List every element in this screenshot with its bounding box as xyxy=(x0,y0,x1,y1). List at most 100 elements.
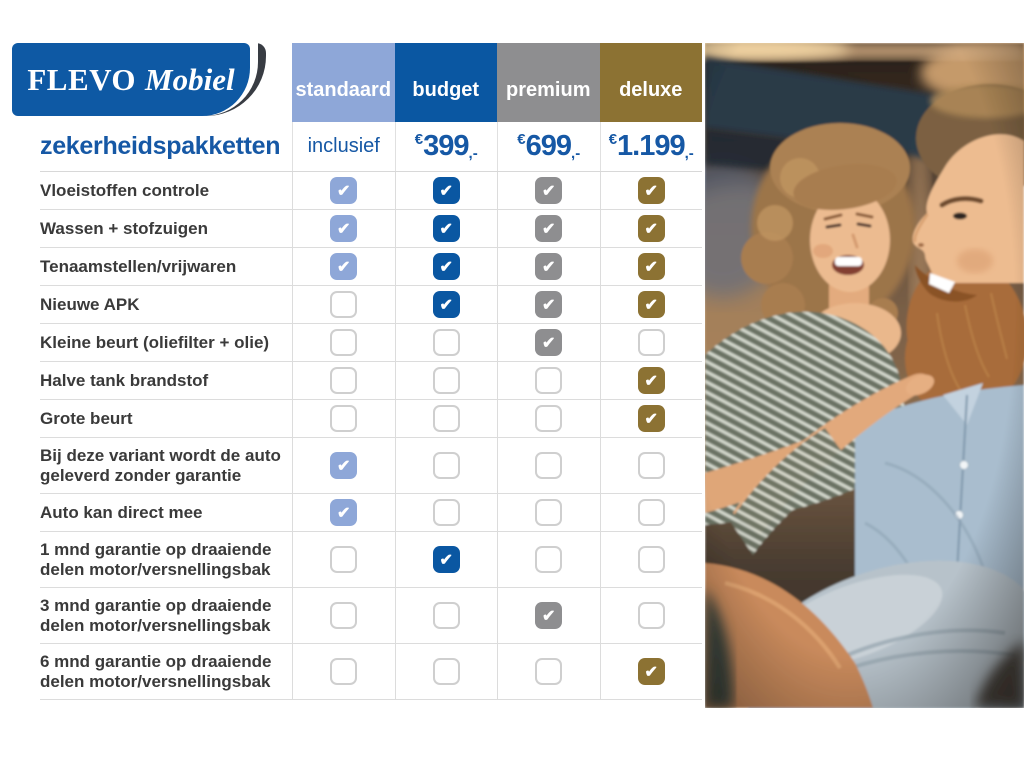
check-cell-budget xyxy=(394,324,498,361)
checkbox-premium-row6[interactable] xyxy=(535,367,563,394)
couple-in-car-photo xyxy=(705,43,1024,708)
check-cell-premium: ✔ xyxy=(497,248,600,285)
checkbox-deluxe-row11[interactable] xyxy=(637,602,665,629)
check-cell-budget: ✔ xyxy=(394,532,498,587)
table-row: Auto kan direct mee ✔ xyxy=(40,494,702,532)
row-label: Wassen + stofzuigen xyxy=(40,218,208,238)
check-cell-premium xyxy=(497,644,600,699)
column-header-standaard: standaard xyxy=(292,43,395,122)
checkbox-premium-row11[interactable]: ✔ xyxy=(535,602,563,629)
logo-box: FLEVO Mobiel xyxy=(12,43,250,116)
check-cell-premium: ✔ xyxy=(497,588,600,643)
check-cell-deluxe: ✔ xyxy=(599,362,703,399)
checkbox-deluxe-row8[interactable] xyxy=(637,452,665,479)
check-cell-budget xyxy=(394,644,498,699)
checkbox-standaard-row8[interactable]: ✔ xyxy=(330,452,358,479)
checkbox-premium-row5[interactable]: ✔ xyxy=(535,329,563,356)
check-cell-standaard xyxy=(292,588,395,643)
checkbox-deluxe-row9[interactable] xyxy=(637,499,665,526)
check-cell-deluxe: ✔ xyxy=(599,172,703,209)
check-cell-deluxe xyxy=(599,324,703,361)
checkbox-budget-row3[interactable]: ✔ xyxy=(432,253,460,280)
checkbox-standaard-row10[interactable] xyxy=(330,546,358,573)
check-cell-deluxe: ✔ xyxy=(599,210,703,247)
checkbox-budget-row1[interactable]: ✔ xyxy=(432,177,460,204)
check-cell-premium: ✔ xyxy=(497,210,600,247)
check-cell-budget: ✔ xyxy=(394,172,498,209)
row-label: Tenaamstellen/vrijwaren xyxy=(40,256,237,276)
checkbox-deluxe-row12[interactable]: ✔ xyxy=(637,658,665,685)
checkbox-deluxe-row1[interactable]: ✔ xyxy=(637,177,665,204)
checkbox-premium-row12[interactable] xyxy=(535,658,563,685)
checkbox-standaard-row4[interactable] xyxy=(330,291,358,318)
check-cell-standaard xyxy=(292,532,395,587)
checkbox-premium-row1[interactable]: ✔ xyxy=(535,177,563,204)
checkbox-budget-row9[interactable] xyxy=(432,499,460,526)
checkbox-premium-row7[interactable] xyxy=(535,405,563,432)
checkbox-budget-row5[interactable] xyxy=(432,329,460,356)
column-header-deluxe: deluxe xyxy=(599,43,702,122)
row-label: 1 mnd garantie op draaiende delen motor/… xyxy=(40,540,272,579)
checkbox-standaard-row7[interactable] xyxy=(330,405,358,432)
checkbox-budget-row12[interactable] xyxy=(432,658,460,685)
feature-table-body: Vloeistoffen controle ✔ ✔ ✔ ✔ Wassen + stofzu… xyxy=(40,172,702,700)
checkbox-budget-row6[interactable] xyxy=(432,367,460,394)
checkbox-deluxe-row3[interactable]: ✔ xyxy=(637,253,665,280)
check-cell-budget xyxy=(394,438,498,493)
table-row: Halve tank brandstof ✔ xyxy=(40,362,702,400)
checkbox-premium-row3[interactable]: ✔ xyxy=(535,253,563,280)
checkbox-standaard-row3[interactable]: ✔ xyxy=(330,253,358,280)
checkbox-deluxe-row10[interactable] xyxy=(637,546,665,573)
checkbox-budget-row7[interactable] xyxy=(432,405,460,432)
checkbox-budget-row4[interactable]: ✔ xyxy=(432,291,460,318)
row-label: Bij deze variant wordt de auto geleverd … xyxy=(40,446,281,485)
check-cell-premium xyxy=(497,400,600,437)
checkbox-premium-row10[interactable] xyxy=(535,546,563,573)
checkbox-deluxe-row7[interactable]: ✔ xyxy=(637,405,665,432)
checkbox-standaard-row9[interactable]: ✔ xyxy=(330,499,358,526)
checkbox-premium-row4[interactable]: ✔ xyxy=(535,291,563,318)
checkbox-standaard-row1[interactable]: ✔ xyxy=(330,177,358,204)
checkbox-standaard-row6[interactable] xyxy=(330,367,358,394)
row-label: Grote beurt xyxy=(40,408,133,428)
row-label: 3 mnd garantie op draaiende delen motor/… xyxy=(40,596,272,635)
check-cell-premium xyxy=(497,362,600,399)
check-cell-standaard: ✔ xyxy=(292,438,395,493)
row-label: 6 mnd garantie op draaiende delen motor/… xyxy=(40,652,272,691)
price-budget: €399 ,- xyxy=(394,122,498,171)
checkbox-deluxe-row6[interactable]: ✔ xyxy=(637,367,665,394)
check-cell-budget: ✔ xyxy=(394,210,498,247)
checkbox-standaard-row5[interactable] xyxy=(330,329,358,356)
checkbox-deluxe-row2[interactable]: ✔ xyxy=(637,215,665,242)
checkbox-deluxe-row5[interactable] xyxy=(637,329,665,356)
check-cell-deluxe: ✔ xyxy=(599,286,703,323)
check-cell-deluxe xyxy=(599,588,703,643)
price-row-label-cell: zekerheidspakketten xyxy=(40,122,292,171)
check-cell-premium xyxy=(497,532,600,587)
checkbox-budget-row2[interactable]: ✔ xyxy=(432,215,460,242)
table-row: 3 mnd garantie op draaiende delen motor/… xyxy=(40,588,702,644)
row-label: Kleine beurt (oliefilter + olie) xyxy=(40,332,270,352)
checkbox-budget-row10[interactable]: ✔ xyxy=(432,546,460,573)
price-suffix-budget: ,- xyxy=(468,145,478,162)
checkbox-budget-row8[interactable] xyxy=(432,452,460,479)
check-cell-premium xyxy=(497,494,600,531)
checkbox-premium-row8[interactable] xyxy=(535,452,563,479)
checkbox-standaard-row11[interactable] xyxy=(330,602,358,629)
check-cell-deluxe xyxy=(599,494,703,531)
checkbox-standaard-row2[interactable]: ✔ xyxy=(330,215,358,242)
check-cell-premium xyxy=(497,438,600,493)
checkbox-budget-row11[interactable] xyxy=(432,602,460,629)
checkbox-deluxe-row4[interactable]: ✔ xyxy=(637,291,665,318)
check-cell-standaard xyxy=(292,644,395,699)
checkbox-premium-row2[interactable]: ✔ xyxy=(535,215,563,242)
price-euro-premium: € xyxy=(517,131,526,148)
checkbox-premium-row9[interactable] xyxy=(535,499,563,526)
check-cell-standaard: ✔ xyxy=(292,172,395,209)
price-euro-deluxe: € xyxy=(608,131,618,148)
price-standaard: inclusief xyxy=(292,122,395,171)
checkbox-standaard-row12[interactable] xyxy=(330,658,358,685)
check-cell-budget: ✔ xyxy=(394,248,498,285)
column-header-budget: budget xyxy=(394,43,497,122)
flevo-mobiel-logo: FLEVO Mobiel xyxy=(12,43,266,116)
